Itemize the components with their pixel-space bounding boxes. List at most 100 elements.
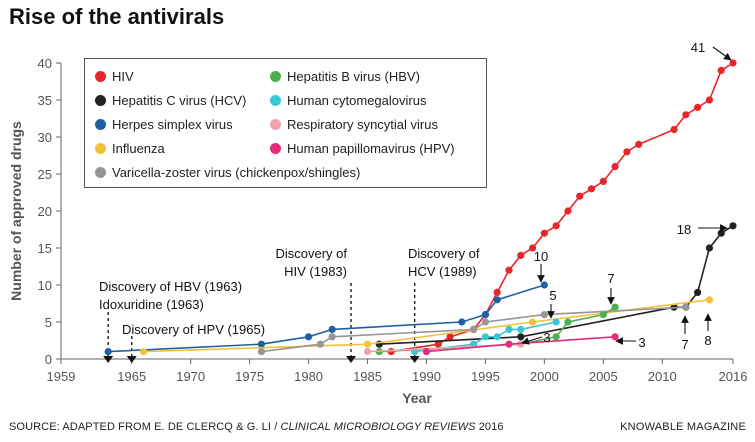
data-point bbox=[505, 325, 513, 333]
data-point bbox=[576, 192, 584, 200]
end-label: 3 bbox=[638, 335, 645, 350]
data-point bbox=[717, 66, 725, 74]
data-point bbox=[623, 148, 631, 156]
data-point bbox=[682, 303, 690, 311]
data-point bbox=[363, 340, 372, 348]
data-point bbox=[328, 333, 336, 341]
data-point bbox=[611, 333, 619, 341]
footer-brand: KNOWABLE MAGAZINE bbox=[620, 421, 746, 433]
discovery-arrow-icon bbox=[126, 356, 137, 363]
x-tick-label: 1990 bbox=[412, 369, 441, 384]
data-point bbox=[705, 296, 714, 304]
legend-item: Respiratory syncytial virus bbox=[270, 117, 438, 132]
y-tick-label: 35 bbox=[38, 93, 52, 108]
x-tick-label: 1995 bbox=[471, 369, 500, 384]
x-tick-label: 2005 bbox=[589, 369, 618, 384]
data-point bbox=[517, 251, 525, 259]
y-tick-label: 40 bbox=[38, 56, 52, 71]
data-point bbox=[552, 318, 560, 326]
data-point bbox=[363, 348, 372, 356]
legend-item: Hepatitis C virus (HCV) bbox=[95, 93, 246, 108]
data-point bbox=[729, 59, 737, 67]
data-point bbox=[505, 266, 513, 274]
legend-item: Human cytomegalovirus bbox=[270, 93, 426, 108]
data-point bbox=[670, 126, 678, 134]
data-point bbox=[517, 325, 525, 333]
data-point bbox=[694, 103, 702, 111]
legend-label: Hepatitis C virus (HCV) bbox=[112, 93, 247, 108]
legend: HIV Hepatitis C virus (HCV) Herpes simplex… bbox=[84, 58, 487, 188]
data-point bbox=[682, 111, 690, 119]
data-point bbox=[552, 333, 560, 341]
legend-dot-icon bbox=[95, 119, 106, 130]
data-point bbox=[564, 207, 572, 215]
source-journal: CLINICAL MICROBIOLOGY REVIEWS bbox=[280, 421, 476, 433]
x-tick-label: 1975 bbox=[235, 369, 264, 384]
legend-item: Human papillomavirus (HPV) bbox=[270, 141, 455, 156]
legend-dot-icon bbox=[270, 119, 281, 130]
legend-label: Varicella-zoster virus (chickenpox/shing… bbox=[112, 165, 361, 180]
data-point bbox=[493, 333, 501, 341]
data-point bbox=[540, 229, 548, 237]
data-point bbox=[564, 318, 572, 326]
data-point bbox=[517, 333, 525, 341]
data-point bbox=[481, 318, 490, 326]
data-point bbox=[493, 288, 501, 296]
legend-item: HIV bbox=[95, 69, 134, 84]
series-line bbox=[379, 225, 734, 345]
data-point bbox=[599, 177, 607, 185]
discovery-arrow-icon bbox=[346, 356, 357, 363]
end-label: 8 bbox=[704, 333, 711, 348]
data-point bbox=[611, 303, 619, 311]
x-tick-label: 2016 bbox=[719, 369, 748, 384]
end-label-arrow bbox=[521, 336, 543, 345]
end-label-arrow bbox=[712, 46, 732, 61]
data-point bbox=[599, 311, 607, 319]
discovery-arrow-icon bbox=[409, 356, 420, 363]
y-tick-label: 20 bbox=[38, 204, 52, 219]
legend-label: Herpes simplex virus bbox=[112, 117, 233, 132]
source-year: 2016 bbox=[475, 421, 504, 433]
legend-dot-icon bbox=[270, 143, 281, 154]
end-label: 41 bbox=[691, 40, 705, 55]
data-point bbox=[493, 296, 501, 304]
y-tick-label: 15 bbox=[38, 241, 52, 256]
end-label: 5 bbox=[549, 288, 556, 303]
legend-label: Human papillomavirus (HPV) bbox=[287, 141, 455, 156]
legend-label: Human cytomegalovirus bbox=[287, 93, 427, 108]
x-tick-label: 1970 bbox=[176, 369, 205, 384]
data-point bbox=[257, 348, 266, 356]
legend-label: HIV bbox=[112, 69, 134, 84]
data-point bbox=[611, 163, 619, 171]
discovery-label: Idoxuridine (1963) bbox=[99, 297, 204, 312]
data-point bbox=[304, 333, 313, 341]
data-point bbox=[528, 244, 537, 252]
data-point bbox=[552, 222, 560, 230]
x-axis-title: Year bbox=[402, 390, 432, 406]
legend-label: Respiratory syncytial virus bbox=[287, 117, 438, 132]
legend-dot-icon bbox=[95, 95, 106, 106]
discovery-label: Discovery of HPV (1965) bbox=[122, 322, 265, 337]
data-point bbox=[587, 185, 596, 193]
y-tick-label: 5 bbox=[45, 315, 52, 330]
data-point bbox=[481, 333, 490, 341]
legend-item: Influenza bbox=[95, 141, 165, 156]
legend-dot-icon bbox=[95, 167, 106, 178]
data-point bbox=[257, 340, 266, 348]
end-label: 7 bbox=[681, 337, 688, 352]
end-label: 10 bbox=[534, 249, 548, 264]
legend-dot-icon bbox=[95, 71, 106, 82]
chart-title: Rise of the antivirals bbox=[9, 4, 225, 29]
data-point bbox=[328, 325, 336, 333]
y-axis-title: Number of approved drugs bbox=[8, 121, 24, 301]
y-tick-label: 25 bbox=[38, 167, 52, 182]
data-point bbox=[139, 348, 148, 356]
legend-item: Hepatitis B virus (HBV) bbox=[270, 69, 420, 84]
data-point bbox=[446, 333, 454, 341]
footer-source: SOURCE: ADAPTED FROM E. DE CLERCQ & G. L… bbox=[9, 421, 504, 433]
end-label: 7 bbox=[607, 271, 614, 286]
legend-dot-icon bbox=[95, 143, 106, 154]
discovery-label: Discovery of bbox=[275, 246, 347, 261]
data-point bbox=[481, 311, 490, 319]
